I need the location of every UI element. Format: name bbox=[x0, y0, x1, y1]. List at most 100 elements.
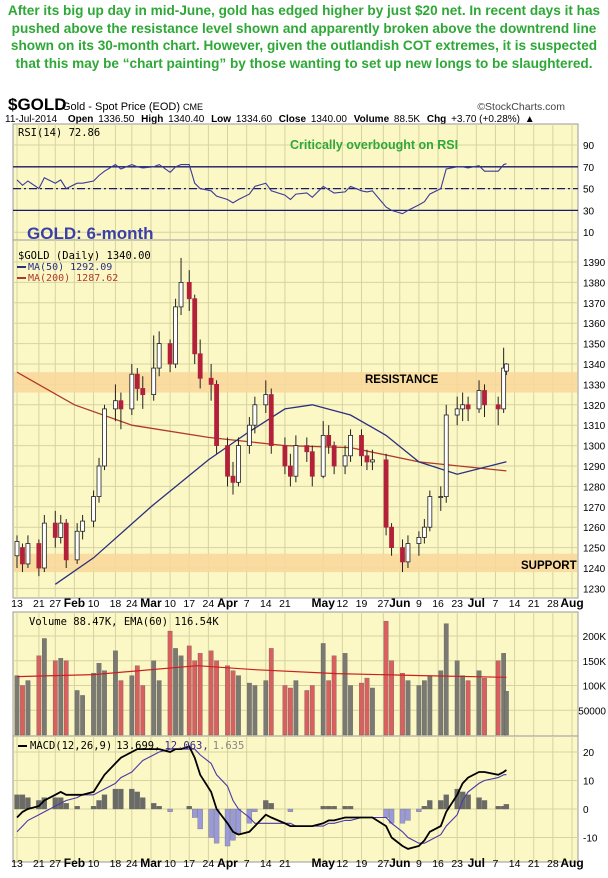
macd-histogram-bar bbox=[74, 806, 80, 810]
volume-bar bbox=[504, 691, 509, 736]
volume-bar bbox=[288, 687, 293, 736]
price-tick-label: 1240 bbox=[583, 564, 606, 575]
open-label: Open bbox=[68, 114, 94, 125]
volume-bar bbox=[173, 648, 178, 736]
macd-histogram-bar bbox=[331, 806, 337, 810]
rsi-legend: RSI(14) 72.86 bbox=[18, 127, 100, 139]
rsi-tick-label: 10 bbox=[583, 228, 595, 239]
x-tick-label: 27 bbox=[49, 598, 61, 610]
x-tick-label: Feb bbox=[64, 596, 85, 610]
x-tick-label: Jun bbox=[389, 856, 410, 870]
support-band bbox=[14, 553, 577, 573]
x-tick-label: Apr bbox=[217, 596, 238, 610]
volume-bar bbox=[454, 660, 460, 736]
candle-body bbox=[52, 522, 58, 538]
macd-histogram-bar bbox=[416, 808, 422, 812]
low-label: Low bbox=[211, 114, 231, 125]
macd-histogram-bar bbox=[25, 797, 31, 810]
price-tick-label: 1310 bbox=[583, 421, 606, 432]
macd-histogram-bar bbox=[118, 788, 124, 810]
macd-tick-label: 20 bbox=[583, 748, 595, 759]
volume-bar bbox=[364, 677, 370, 736]
macd-histogram-bar bbox=[252, 808, 258, 812]
x-tick-label: 12 bbox=[337, 858, 349, 870]
macd-histogram-bar bbox=[399, 808, 406, 824]
macd-histogram-bar bbox=[503, 804, 510, 810]
volume-bar bbox=[140, 685, 146, 736]
x-tick-label: 27 bbox=[49, 858, 61, 870]
price-tick-label: 1340 bbox=[583, 360, 606, 371]
macd-legend-macd-signal: 12.063, bbox=[164, 740, 208, 752]
macd-histogram-bar bbox=[465, 794, 471, 810]
candle-body bbox=[326, 434, 332, 446]
x-tick-label: Jul bbox=[468, 856, 485, 870]
rsi-tick-label: 70 bbox=[583, 163, 595, 174]
x-tick-label: 10 bbox=[88, 598, 100, 610]
x-tick-label: 10 bbox=[88, 858, 100, 870]
volume-bar bbox=[268, 648, 274, 736]
candle-body bbox=[14, 541, 20, 557]
macd-histogram-bar bbox=[495, 806, 501, 810]
candle-body bbox=[186, 281, 192, 300]
candle-body bbox=[389, 526, 394, 549]
volume-bar bbox=[192, 660, 198, 736]
macd-histogram-bar bbox=[421, 806, 428, 810]
volume-bar bbox=[230, 670, 236, 736]
candle-body bbox=[364, 455, 370, 463]
candle-body bbox=[151, 367, 157, 395]
price-legend: $GOLD (Daily) 1340.00 bbox=[18, 250, 151, 262]
volume-bar bbox=[41, 638, 47, 736]
volume-bar bbox=[156, 680, 162, 736]
volume-bar bbox=[309, 685, 315, 736]
rsi-annotation: Critically overbought on RSI bbox=[290, 138, 458, 152]
volume-bar bbox=[25, 680, 31, 736]
ma50-legend: MA(50) 1292.09 bbox=[28, 262, 112, 273]
price-tick-label: 1260 bbox=[583, 523, 606, 534]
volume-bar bbox=[208, 650, 214, 736]
volume-tick-label: 50000 bbox=[578, 706, 606, 717]
macd-tick-label: 0 bbox=[583, 805, 589, 816]
volume-bar bbox=[438, 670, 444, 736]
candle-body bbox=[482, 390, 487, 406]
macd-histogram-bar bbox=[347, 806, 354, 810]
x-tick-label: 28 bbox=[547, 598, 559, 610]
macd-tick-label: -10 bbox=[583, 834, 598, 845]
candle-body bbox=[331, 445, 337, 467]
volume-bar bbox=[52, 660, 58, 736]
volume-bar bbox=[495, 660, 501, 736]
volume-bar bbox=[320, 643, 326, 736]
x-tick-label: 13 bbox=[11, 598, 23, 610]
macd-histogram-bar bbox=[342, 806, 348, 810]
candle-body bbox=[476, 390, 482, 410]
volume-bar bbox=[427, 675, 433, 736]
ma200-line bbox=[16, 371, 507, 472]
macd-histogram-bar bbox=[129, 788, 135, 810]
x-tick-label: Mar bbox=[140, 856, 162, 870]
price-panel bbox=[12, 239, 579, 599]
rsi-line bbox=[16, 163, 507, 215]
x-tick-label: 21 bbox=[33, 858, 45, 870]
candle-body bbox=[140, 388, 146, 396]
volume-bar bbox=[247, 682, 252, 736]
volume-bar bbox=[263, 680, 269, 736]
candle-body bbox=[80, 520, 86, 532]
high-value: 1340.40 bbox=[168, 114, 205, 125]
macd-histogram-bar bbox=[443, 794, 449, 810]
ma200-legend: MA(200) 1287.62 bbox=[28, 273, 118, 284]
macd-histogram-bar bbox=[320, 806, 326, 810]
symbol: $GOLD bbox=[8, 95, 67, 114]
candle-body bbox=[173, 306, 178, 365]
x-tick-label: 27 bbox=[378, 858, 390, 870]
candle-body bbox=[96, 465, 102, 498]
price-tick-label: 1330 bbox=[583, 380, 606, 391]
volume-bar bbox=[370, 687, 375, 736]
x-tick-label: 24 bbox=[203, 598, 215, 610]
volume-label: Volume bbox=[354, 114, 390, 125]
candle-body bbox=[63, 522, 69, 561]
candle-body bbox=[178, 281, 184, 308]
x-tick-label: 7 bbox=[244, 858, 250, 870]
volume-bar bbox=[80, 695, 85, 736]
candle-body bbox=[113, 400, 118, 410]
x-tick-label: Jul bbox=[468, 596, 485, 610]
